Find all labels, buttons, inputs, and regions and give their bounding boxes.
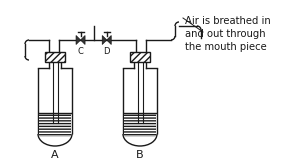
Bar — [130, 52, 150, 62]
Polygon shape — [102, 35, 107, 44]
Polygon shape — [107, 35, 111, 44]
Bar — [45, 52, 65, 62]
Bar — [124, 113, 156, 137]
Bar — [39, 113, 71, 137]
Text: D: D — [103, 47, 110, 56]
Polygon shape — [81, 35, 85, 44]
Polygon shape — [76, 35, 81, 44]
Text: C: C — [78, 47, 83, 56]
Text: Air is breathed in
and out through
the mouth piece: Air is breathed in and out through the m… — [185, 16, 271, 52]
Text: A: A — [51, 150, 59, 160]
Text: B: B — [136, 150, 144, 160]
